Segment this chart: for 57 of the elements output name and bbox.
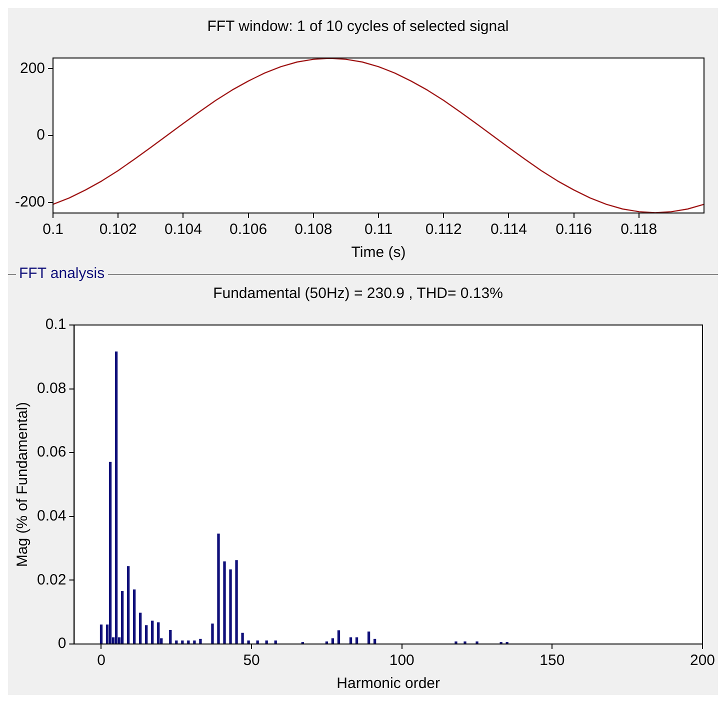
bar — [229, 569, 232, 644]
bar — [169, 630, 172, 644]
bar — [256, 640, 259, 644]
bar — [241, 632, 244, 644]
bar — [211, 624, 214, 644]
chart-title: FFT window: 1 of 10 cycles of selected signal — [207, 18, 509, 36]
x-tick-label: 0.118 — [620, 221, 658, 238]
bar — [126, 566, 130, 644]
x-tick-label: 0.108 — [294, 221, 332, 238]
bar — [132, 589, 136, 644]
bar — [454, 641, 458, 644]
bar — [247, 640, 250, 644]
x-tick-label: 150 — [540, 652, 565, 670]
y-tick-label: 0.08 — [36, 380, 66, 397]
y-tick-label: 0 — [58, 635, 66, 652]
x-tick-label: 0.106 — [230, 221, 268, 238]
bar — [476, 641, 478, 644]
y-tick-label: 0.06 — [36, 444, 66, 461]
bar — [157, 622, 160, 644]
x-tick-label: 0.11 — [364, 221, 393, 238]
y-tick-label: 0.1 — [45, 316, 66, 334]
bar — [464, 641, 466, 644]
x-tick-label: 0.104 — [164, 221, 202, 238]
x-tick-label: 0.116 — [556, 221, 592, 238]
bar — [337, 630, 340, 644]
x-tick-label: 0.102 — [99, 221, 137, 238]
bar — [217, 534, 220, 644]
chart-title: Fundamental (50Hz) = 230.9 , THD= 0.13% — [213, 285, 503, 302]
y-tick-label: 0.04 — [36, 508, 66, 525]
y-tick-label: 200 — [20, 60, 46, 77]
bar — [199, 638, 202, 644]
bar — [367, 632, 370, 644]
bar — [100, 624, 103, 644]
bar — [223, 561, 226, 644]
bar — [151, 620, 154, 644]
bar — [193, 640, 196, 644]
x-tick-label: 0.114 — [490, 221, 527, 238]
x-axis-title: Time (s) — [351, 244, 406, 262]
x-tick-label: 0 — [97, 652, 106, 670]
x-tick-label: 200 — [690, 652, 715, 670]
x-tick-label: 50 — [243, 652, 260, 670]
y-tick-label: 0 — [36, 126, 46, 144]
bar — [145, 625, 148, 644]
y-axis-title: Mag (% of Fundamental) — [14, 402, 32, 568]
bar — [108, 462, 112, 644]
text: FFT analysis — [16, 265, 108, 283]
x-tick-label: 0.112 — [425, 221, 462, 238]
bar — [235, 560, 238, 644]
bar — [331, 638, 334, 644]
y-tick-label: 0.02 — [36, 571, 66, 588]
bar — [139, 612, 142, 644]
bar — [114, 351, 118, 644]
y-tick-label: -200 — [14, 193, 46, 210]
x-axis-title: Harmonic order — [336, 675, 440, 692]
x-tick-label: 100 — [389, 652, 414, 670]
bar — [120, 591, 124, 644]
bar — [187, 640, 190, 644]
